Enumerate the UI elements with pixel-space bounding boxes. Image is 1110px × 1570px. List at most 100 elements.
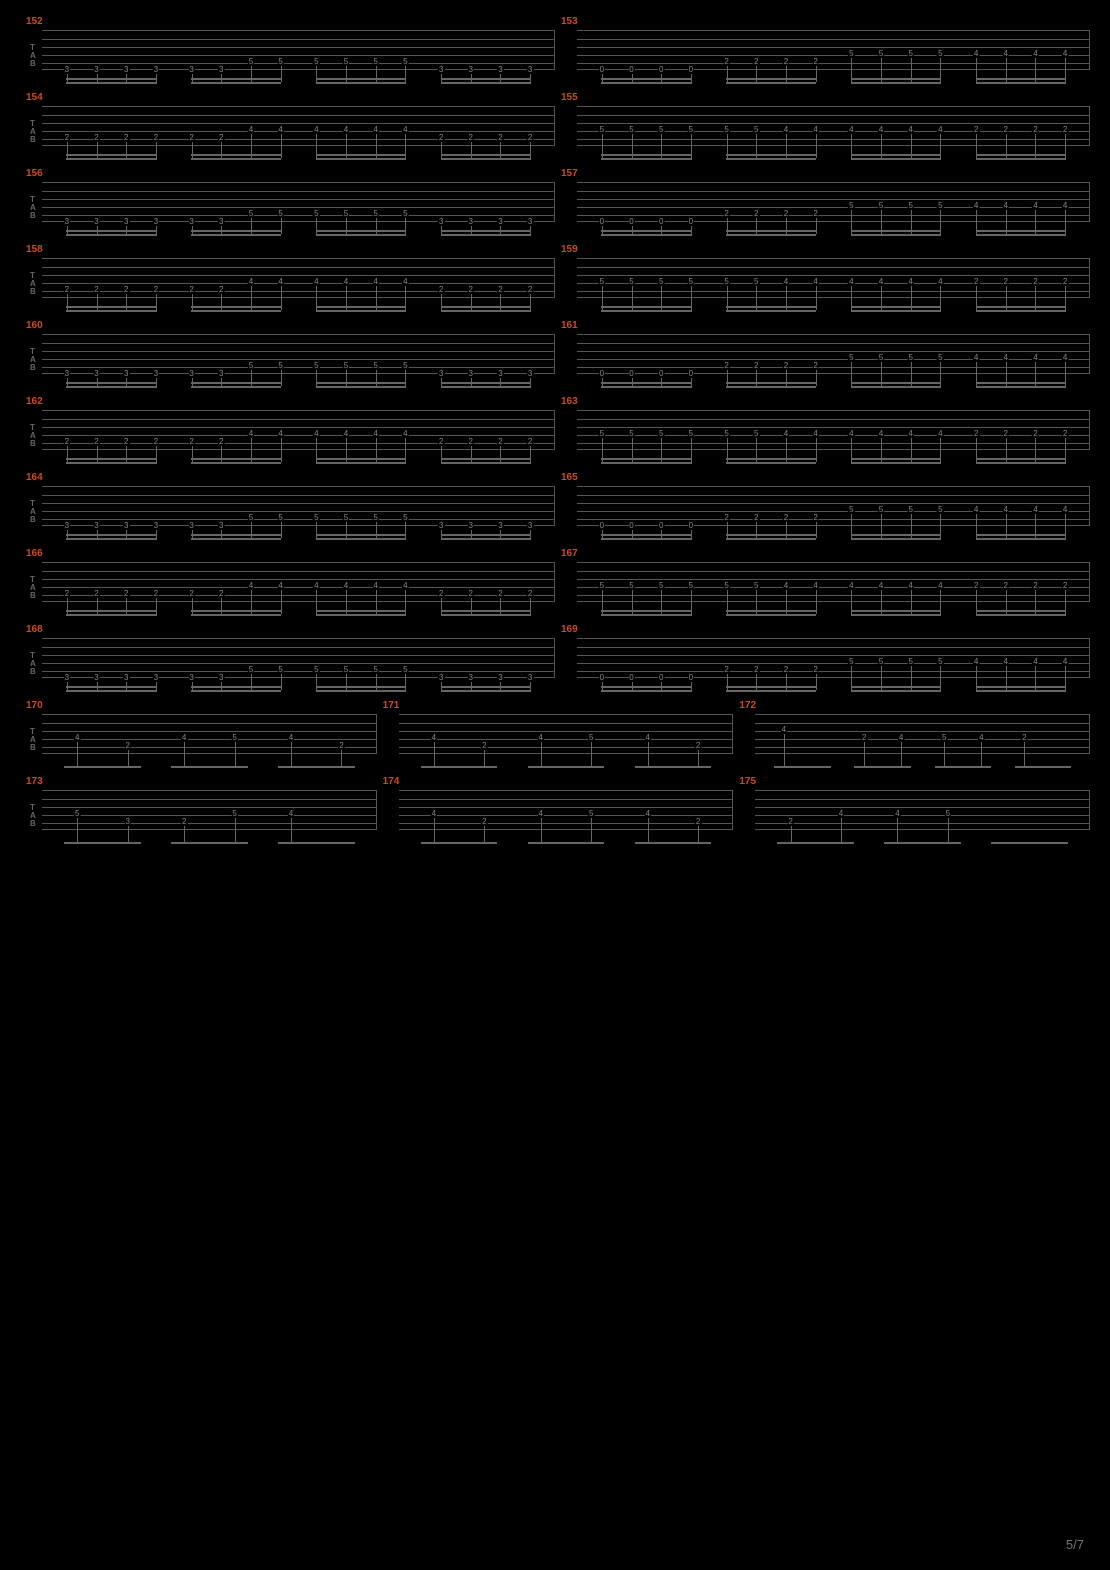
tab-staff: 0000222255554444 [577,182,1090,230]
note-stem [784,734,785,766]
fret-number: 4 [783,430,789,438]
note-stem [291,742,292,766]
fret-number: 4 [1062,50,1068,58]
fret-number: 2 [1003,430,1009,438]
measure-row: 15633333355555533331570000222255554444 [20,182,1090,230]
note: 5 [209,790,259,850]
note: 3 [456,638,486,698]
note: 3 [102,790,152,850]
note-stem [126,142,127,158]
fret-number: 4 [1032,354,1038,362]
fret-number: 2 [973,126,979,134]
note: 5 [712,258,742,318]
note-stem [851,666,852,690]
fret-number: 3 [188,218,194,226]
note: 4 [1021,30,1051,90]
note-stem [221,226,222,234]
fret-number: 3 [468,218,474,226]
beam-group: 3333 [426,486,545,546]
note: 4 [1021,182,1051,242]
tab-staff: 2445 [755,790,1090,838]
fret-number: 5 [945,810,951,818]
fret-number: 2 [188,286,194,294]
note-stem [316,522,317,538]
note: 2 [991,410,1021,470]
note: 4 [622,790,672,850]
note-stem [851,438,852,462]
note: 2 [712,182,742,242]
note-stem [602,286,603,310]
fret-number: 2 [527,590,533,598]
beam-group: 3333 [52,486,171,546]
beam-group: 5544 [712,410,831,470]
note: 2 [1006,714,1043,774]
fret-number: 4 [894,810,900,818]
beam-group: 4444 [302,258,421,318]
note: 4 [1021,638,1051,698]
note: 5 [896,334,926,394]
fret-number: 5 [878,506,884,514]
fret-number: 2 [468,286,474,294]
note: 3 [82,182,112,242]
beam-group: 4444 [837,562,956,622]
note: 4 [896,106,926,166]
fret-number: 5 [658,582,664,590]
measure: 1643333335555553333 [20,486,555,534]
note: 4 [1050,638,1080,698]
note: 0 [676,182,706,242]
note-region: 0000222255554444 [577,334,1090,394]
measure: 174424542 [377,790,734,838]
beam-group: 2244 [177,410,296,470]
fret-number: 5 [688,582,694,590]
note: 2 [515,562,545,622]
note-stem [67,682,68,690]
beam-group: 3333 [52,638,171,698]
fret-number: 0 [628,370,634,378]
note-stem [500,142,501,158]
measure-row: 16033333355555533331610000222255554444 [20,334,1090,382]
fret-number: 2 [973,430,979,438]
note: 5 [923,790,973,850]
note: 5 [837,334,867,394]
fret-number: 4 [431,810,437,818]
note: 5 [391,334,421,394]
fret-number: 4 [937,582,943,590]
fret-number: 2 [1003,582,1009,590]
note-stem [192,682,193,690]
note: 5 [587,258,617,318]
note: 4 [991,334,1021,394]
measure: 1555555554444442222 [555,106,1090,154]
note-stem [691,226,692,234]
fret-number: 2 [481,818,487,826]
note: 5 [676,258,706,318]
fret-number: 3 [64,370,70,378]
note: 5 [302,638,332,698]
note-region: 424542 [755,714,1090,774]
staff-system: TAB1622222224444442222163555555444444222… [20,410,1090,458]
fret-number: 4 [402,126,408,134]
note-stem [661,74,662,82]
fret-number: 2 [93,134,99,142]
fret-number: 5 [343,210,349,218]
fret-number: 4 [907,582,913,590]
note-stem [1065,134,1066,158]
note-region: 2222224444442222 [42,106,555,166]
note-stem [376,370,377,386]
note: 0 [676,638,706,698]
beam-group: 5555 [837,638,956,698]
note-stem [816,370,817,386]
note: 5 [391,182,421,242]
note: 3 [177,30,207,90]
note: 0 [646,30,676,90]
note-stem [346,674,347,690]
note-stem [192,74,193,82]
note: 0 [617,182,647,242]
beam-group: 24 [765,790,866,850]
note-stem [67,446,68,462]
note-stem [376,522,377,538]
note: 2 [1021,562,1051,622]
measure: 1603333335555553333 [20,334,555,382]
fret-number: 3 [438,218,444,226]
note-stem [500,530,501,538]
note: 3 [177,486,207,546]
